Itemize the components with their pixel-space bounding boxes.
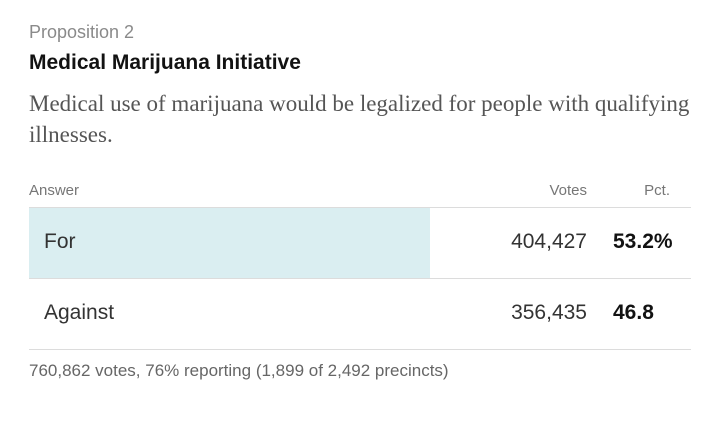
proposition-label: Proposition 2 xyxy=(29,22,135,42)
vote-percentage: 53.2% xyxy=(613,230,673,253)
answer-name: For xyxy=(44,230,76,253)
results-table-header: Answer Votes Pct. xyxy=(29,182,691,206)
ballot-measure-result: Proposition 2 Medical Marijuana Initiati… xyxy=(29,20,691,380)
table-row: For 404,427 53.2% xyxy=(29,207,691,278)
measure-description: Medical use of marijuana would be legali… xyxy=(29,91,690,147)
vote-count: 404,427 xyxy=(511,230,587,253)
votes-column-header: Votes xyxy=(549,182,587,199)
reporting-summary: 760,862 votes, 76% reporting (1,899 of 2… xyxy=(29,361,449,380)
winner-highlight-bar xyxy=(29,208,430,278)
table-row: Against 356,435 46.8 xyxy=(29,278,691,350)
measure-title: Medical Marijuana Initiative xyxy=(29,51,301,74)
vote-percentage: 46.8 xyxy=(613,301,654,324)
pct-column-header: Pct. xyxy=(644,182,670,199)
answer-name: Against xyxy=(44,301,115,324)
answer-column-header: Answer xyxy=(29,182,80,199)
vote-count: 356,435 xyxy=(511,301,587,324)
